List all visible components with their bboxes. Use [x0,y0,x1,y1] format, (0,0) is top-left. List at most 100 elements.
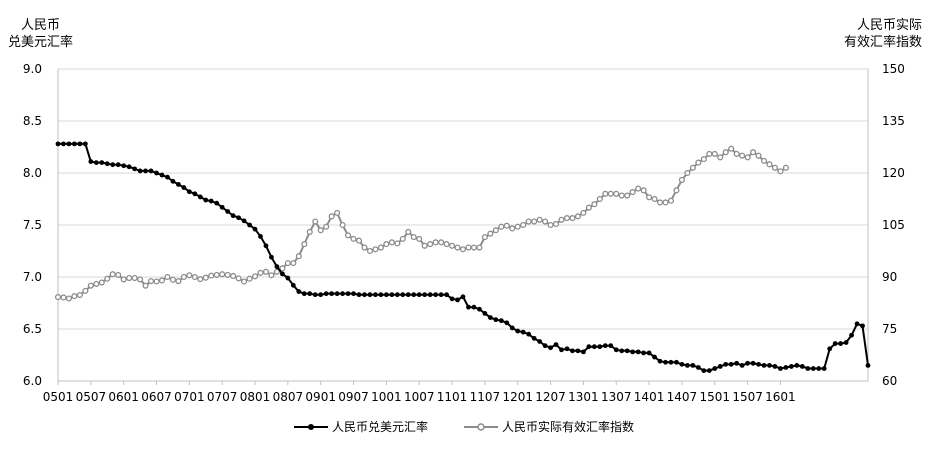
series-reer-point [760,157,768,164]
series-reer-point [476,244,483,251]
series-rmb-usd-point [761,363,767,368]
series-reer-point [492,227,499,234]
x-tick-label: 0707 [207,390,238,404]
series-rmb-usd-point [340,291,345,297]
series-reer-point [372,246,379,253]
series-reer-point [459,246,467,253]
x-tick-label: 1207 [535,390,566,404]
series-rmb-usd-point [416,292,422,298]
series-reer-point [618,192,625,199]
series-reer-point [706,150,713,157]
series-rmb-usd-point [701,368,707,373]
series-rmb-usd-point [739,363,745,368]
x-tick-label: 1201 [502,390,533,404]
series-reer-point [750,149,757,156]
legend-label-reer: 人民币实际有效汇率指数 [502,420,635,434]
series-rmb-usd-point [783,365,789,370]
series-reer-point [295,253,302,260]
series-rmb-usd-point [630,349,636,355]
series-rmb-usd-point [750,360,756,366]
series-rmb-usd-point [602,343,608,349]
legend: 人民币兑美元汇率 人民币实际有效汇率指数 [0,418,928,435]
series-reer-point [219,271,226,278]
series-rmb-usd-point [197,194,203,200]
series-reer-point [777,168,784,175]
series-reer-point [131,274,138,282]
series-rmb-usd-point [684,363,690,368]
series-rmb-usd-point [165,174,170,180]
series-reer-point [547,221,554,229]
series-rmb-usd-point [865,363,871,368]
series-reer-point [613,190,620,197]
right-y-tick-label: 75 [882,322,897,336]
series-rmb-usd-point [219,204,225,210]
series-reer-point [164,273,171,281]
series-reer-point [257,269,264,276]
series-reer-point [230,272,237,280]
right-y-tick-label: 150 [882,62,905,76]
series-rmb-usd-point [460,294,466,300]
x-tick-label: 1401 [634,390,665,404]
series-rmb-usd-point [668,359,674,365]
series-rmb-usd-point [564,346,570,352]
series-rmb-usd-point [77,141,83,147]
series-rmb-usd-point [274,264,280,269]
x-tick-label: 0701 [174,390,205,404]
series-reer-point [251,273,259,280]
series-rmb-usd-point [575,348,581,354]
series-rmb-usd-point [805,366,811,371]
series-reer-point [208,272,215,279]
series-reer-point [640,187,647,194]
series-reer-point [766,161,773,168]
series-reer-point [739,152,746,159]
series-reer-point [175,278,182,285]
series-reer-point [142,282,149,289]
series-rmb-usd-point [559,347,564,353]
series-rmb-usd-point [345,291,351,297]
series-rmb-usd-point [608,343,614,349]
series-rmb-usd-point [411,292,417,298]
series-reer-point [394,240,401,247]
series-reer-point [241,278,248,285]
series-rmb-usd-point [378,292,384,298]
series-reer-point [301,241,308,248]
series-rmb-usd-point [176,182,181,187]
series-rmb-usd-point [110,162,116,168]
series-rmb-usd-point [438,292,444,298]
series-reer-point [169,276,176,283]
series-reer-point [224,271,231,278]
series-rmb-usd-point [663,359,668,365]
series-reer-point [596,195,603,203]
series-rmb-usd-point [400,292,406,298]
series-reer-point [520,221,527,229]
series-reer-point [678,176,685,183]
series-reer-point [563,215,571,222]
series-reer-point [755,152,762,159]
series-rmb-usd-point [827,346,833,352]
series-rmb-usd-point [373,292,378,298]
right-y-tick-label: 60 [882,374,897,388]
series-rmb-usd-point [613,347,619,353]
series-rmb-usd-point [148,168,154,174]
series-reer-point [432,239,439,246]
series-rmb-usd-point [515,328,521,334]
series-reer-point [624,192,631,199]
series-reer-point [180,273,187,281]
series-rmb-usd-point [312,292,318,298]
series-rmb-usd-point [88,159,94,164]
x-tick-label: 1007 [404,390,435,404]
series-rmb-usd-point [66,141,72,147]
series-rmb-usd-point [717,364,723,369]
left-axis-title-line2: 兑美元汇率 [8,35,74,50]
series-reer-point [158,277,166,284]
series-rmb-usd-point [263,243,269,249]
series-rmb-usd-point [652,354,657,360]
right-y-tick-label: 105 [882,218,905,232]
x-tick-label: 0507 [76,390,107,404]
series-rmb-usd-point [444,292,449,298]
series-rmb-usd-point [186,189,192,195]
series-reer-point [147,278,155,285]
series-rmb-usd-point [471,304,477,310]
series-reer-point [355,237,363,244]
